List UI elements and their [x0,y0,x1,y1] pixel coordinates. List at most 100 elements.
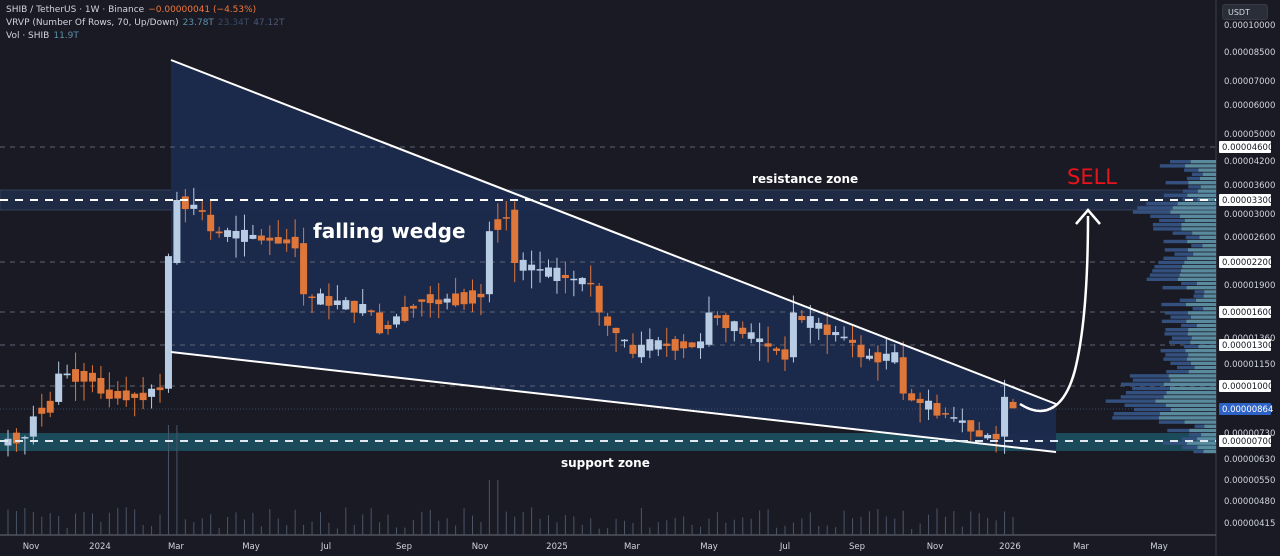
vrvp-down-bar [1165,181,1189,185]
vrvp-up-bar [1190,315,1216,319]
price-tick-label: 0.00001150 [1224,360,1275,370]
vrvp-down-bar [1149,273,1180,277]
candle-down [367,310,375,312]
vrvp-up-bar [1158,416,1216,420]
price-change: −0.00000041 (−4.53%) [148,5,257,15]
wedge-lower-trendline[interactable] [170,351,1057,453]
candle-down [874,352,882,363]
candle-down [376,312,384,334]
candle-down [215,231,223,234]
vrvp-up-bar [1203,294,1216,298]
vrvp-down-bar [1170,160,1191,164]
candle-down [207,214,215,232]
vrvp-up-bar [1168,374,1216,378]
candle-up [29,416,37,437]
price-tick-label: 0.00000550 [1224,476,1275,486]
vrvp-down-bar [1181,281,1197,286]
time-tick-label: 2024 [89,542,111,552]
vrvp-up-bar [1181,223,1216,227]
candle-up [891,352,899,363]
vrvp-up-bar [1186,319,1216,323]
candle-down [992,433,1000,440]
time-axis-labels: Nov 2024 Mar May Jul Sep Nov 2025 Mar May Jul Sep No… [23,542,1168,552]
falling-wedge-label[interactable]: falling wedge [313,219,466,243]
price-level-tag [1219,141,1271,153]
wedge-upper-trendline[interactable] [170,59,1057,405]
vrvp-up-bar [1189,428,1216,433]
currency-button[interactable]: USDT [1222,4,1268,20]
candle-down [798,315,806,321]
projection-arrow[interactable] [1019,215,1090,413]
vrvp-up-bar [1184,420,1216,424]
vrvp-down-bar [1146,277,1178,281]
vrvp-up-bar [1177,202,1216,206]
vrvp-up-bar [1159,412,1216,416]
candle-down [468,290,476,304]
vrvp-up-bar [1199,235,1216,239]
vrvp-row[interactable]: VRVP (Number Of Rows, 70, Up/Down) 23.78T… [6,17,284,30]
vrvp-down-bar [1179,298,1197,302]
candle-down [80,371,88,382]
symbol-row[interactable]: SHIB / TetherUS · 1W · Binance −0.0000004… [6,4,284,17]
vrvp-up-bar [1184,218,1216,223]
candle-up [164,256,172,389]
vrvp-down-bar [1182,189,1198,193]
price-axis-panel[interactable] [1216,0,1280,556]
sell-signal-label[interactable]: SELL [1067,165,1117,189]
vrvp-down-bar [1185,235,1200,239]
vrvp-down-bar [1132,210,1171,214]
price-level-tag-label: 0.00001000 [1222,382,1273,392]
vrvp-up-bar [1190,340,1216,344]
vrvp-down-bar [1105,399,1156,403]
candle-up [806,316,814,328]
vrvp-up-bar [1185,349,1216,353]
vrvp-down-bar [1132,378,1171,382]
candle-down [384,324,392,330]
vrvp-up-bar [1187,248,1216,252]
vrvp-down-bar [1167,428,1190,433]
candle-down [401,306,409,321]
resistance-zone-label[interactable]: resistance zone [752,172,859,186]
candle-down [38,407,46,414]
price-level-tag [1219,435,1271,447]
vrvp-down-bar [1194,290,1205,294]
support-zone-label[interactable]: support zone [561,456,650,470]
candle-up [654,340,662,350]
price-tick-label: 0.00003000 [1224,210,1275,220]
volume-row[interactable]: Vol · SHIB 11.9T [6,30,284,43]
vrvp-down-bar [1166,370,1189,374]
candle-down [97,377,105,394]
vrvp-down-bar [1164,332,1188,336]
price-tick-label: 0.00000630 [1224,455,1275,465]
price-level-tag-label: 0.00004600 [1222,143,1273,153]
candle-up [950,417,958,419]
vrvp-up-bar [1202,244,1216,248]
candle-down [181,196,189,210]
candle-down [257,235,265,241]
candle-down [823,324,831,335]
vrvp-up-bar [1170,210,1216,214]
candle-down [680,341,688,349]
vrvp-up-bar [1190,361,1216,365]
vrvp-up-bar [1201,433,1216,437]
vrvp-down-bar [1184,168,1199,172]
time-tick-label: May [1150,542,1168,552]
vrvp-down-bar [1161,319,1187,323]
vrvp-up-bar [1188,328,1216,332]
time-tick-label: 2026 [999,542,1021,552]
candle-down [198,210,206,212]
candle-up [190,204,198,209]
candle-down [435,299,443,305]
vrvp-down-bar [1158,420,1185,424]
vrvp-up-bar [1187,311,1216,315]
time-tick-label: Jul [779,542,790,552]
price-axis-labels: 0.00010000 0.00008500 0.00007000 0.00006000… [1219,21,1275,529]
time-tick-label: Nov [927,542,944,552]
candle-down [477,293,485,298]
candle-up [832,332,840,336]
candle-down [274,237,282,244]
vrvp-up-bar [1185,302,1216,307]
candle-up [697,341,705,349]
candle-up [232,230,240,239]
